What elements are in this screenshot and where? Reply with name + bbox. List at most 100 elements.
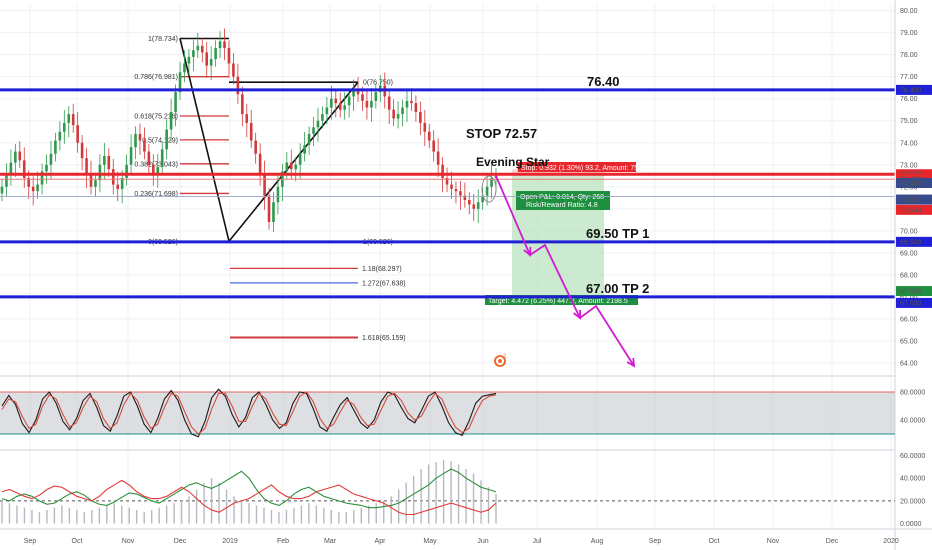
candle-body xyxy=(14,151,17,163)
candle-body xyxy=(0,186,4,194)
candle-body xyxy=(85,158,88,174)
candle-body xyxy=(71,114,75,126)
candle-body xyxy=(160,149,164,167)
fib-extension-label: 1.618(65.159) xyxy=(362,335,406,342)
candle-body xyxy=(5,173,8,187)
candle-body xyxy=(481,195,484,203)
price-tick-label: 76.00 xyxy=(900,96,918,103)
candle-body xyxy=(254,140,257,154)
candle-body xyxy=(9,162,13,174)
pattern-highlight xyxy=(481,175,497,203)
candle-body xyxy=(40,171,44,185)
candle-body xyxy=(200,45,204,53)
candle-body xyxy=(187,56,191,64)
candle-body xyxy=(463,195,467,201)
target-info-text: Target: 4.472 (6.25%) 447.2, Amount: 219… xyxy=(488,298,628,305)
candle-body xyxy=(174,92,177,112)
candle-body xyxy=(347,96,351,106)
fib-retracement-label: 0.786(76.981) xyxy=(134,74,178,81)
candle-body xyxy=(387,96,391,110)
price-axis[interactable]: 64.0065.0066.0067.0068.0069.0070.0071.00… xyxy=(896,8,932,367)
candle-body xyxy=(36,184,39,192)
candle-body xyxy=(27,177,31,187)
time-tick-label: Mar xyxy=(324,538,337,545)
candle-body xyxy=(401,107,404,115)
candle-body xyxy=(76,125,79,143)
candle-body xyxy=(321,114,324,121)
fib-retracement-label: 1(78.734) xyxy=(148,36,178,43)
svg-text:2: 2 xyxy=(503,354,507,360)
price-tick-label: 70.00 xyxy=(900,228,918,235)
candle-body xyxy=(441,164,444,178)
price-label-tag xyxy=(896,204,932,215)
candle-body xyxy=(432,140,435,152)
evening-star-annotation: Evening Star xyxy=(476,155,550,169)
time-tick-label: Nov xyxy=(122,538,135,545)
price-pane[interactable]: 1(78.734) 0.786(76.981) 0.618(75.216) 0.5(7… xyxy=(0,4,895,527)
candle-body xyxy=(352,89,355,97)
candle-body xyxy=(459,191,462,196)
stochastic-axis: 80.0000 40.0000 xyxy=(900,390,925,425)
candle-body xyxy=(285,162,289,172)
time-tick-label: Oct xyxy=(72,538,83,545)
short-position-tool[interactable]: Stop: 0.932 (1.30%) 93.2, Amount: 750.22… xyxy=(485,162,652,305)
stop-zone xyxy=(512,169,604,177)
dmi-tick-label: 0.0000 xyxy=(900,521,922,528)
price-tick-label: 79.00 xyxy=(900,30,918,37)
candle-body xyxy=(94,180,97,187)
fib-extension-label: 0(76.750) xyxy=(363,80,393,87)
candle-body xyxy=(45,164,48,172)
time-axis[interactable]: Sep Oct Nov Dec 2019 Feb Mar Apr May Jun Jul Aug Sep… xyxy=(24,538,899,545)
open-pnl-text: Open P&L: 0.014, Qty: 268 xyxy=(520,194,604,201)
candle-body xyxy=(467,200,471,205)
price-tick-label: 78.00 xyxy=(900,52,918,59)
price-label-text: 72.400 xyxy=(900,180,922,187)
candle-body xyxy=(361,94,364,101)
candle-body xyxy=(356,89,360,95)
candle-body xyxy=(454,189,458,192)
fib-extension-label: 1.272(67.638) xyxy=(362,280,406,287)
candle-body xyxy=(196,45,200,51)
candle-body xyxy=(63,122,66,132)
candle-body xyxy=(365,100,369,108)
directional-movement-pane[interactable] xyxy=(0,459,895,524)
candle-body xyxy=(205,52,209,66)
time-tick-label: Dec xyxy=(826,538,839,545)
candle-body xyxy=(427,131,431,141)
stochastic-tick-label: 80.0000 xyxy=(900,390,925,397)
candle-body xyxy=(192,50,195,57)
time-tick-label: Dec xyxy=(174,538,187,545)
candle-body xyxy=(165,129,168,150)
price-tick-label: 74.00 xyxy=(900,140,918,147)
candle-body xyxy=(54,140,57,154)
candle-body xyxy=(80,142,84,159)
time-tick-label: Apr xyxy=(375,538,387,545)
fib-extension-label: 1.18(68.297) xyxy=(362,266,402,273)
time-tick-label: Jun xyxy=(477,538,488,545)
price-label-tag xyxy=(896,236,932,247)
fib-retracement-label: 0.382(73.043) xyxy=(134,161,178,168)
dmi-line xyxy=(1,479,497,516)
candle-body xyxy=(49,153,53,165)
projection-arrowhead xyxy=(626,357,636,368)
candle-body xyxy=(169,111,173,130)
candle-body xyxy=(334,98,338,104)
time-tick-label: 2019 xyxy=(222,538,238,545)
level-label: 67.00 TP 2 xyxy=(586,281,649,296)
price-tick-label: 80.00 xyxy=(900,8,918,15)
price-tick-label: 75.00 xyxy=(900,118,918,125)
candle-body xyxy=(294,164,298,170)
candle-body xyxy=(31,186,35,192)
candle-body xyxy=(330,98,333,108)
price-tick-label: 77.00 xyxy=(900,74,918,81)
candle-body xyxy=(485,186,489,196)
candle-body xyxy=(227,48,231,64)
level-label: 69.50 TP 1 xyxy=(586,226,649,241)
candle-body xyxy=(338,103,342,110)
horizontal-levels[interactable]: 76.40 69.50 TP 1 67.00 TP 2 xyxy=(0,74,895,299)
projection-arrows[interactable] xyxy=(495,175,636,368)
time-tick-label: Aug xyxy=(591,538,604,545)
candle-body xyxy=(138,133,142,141)
